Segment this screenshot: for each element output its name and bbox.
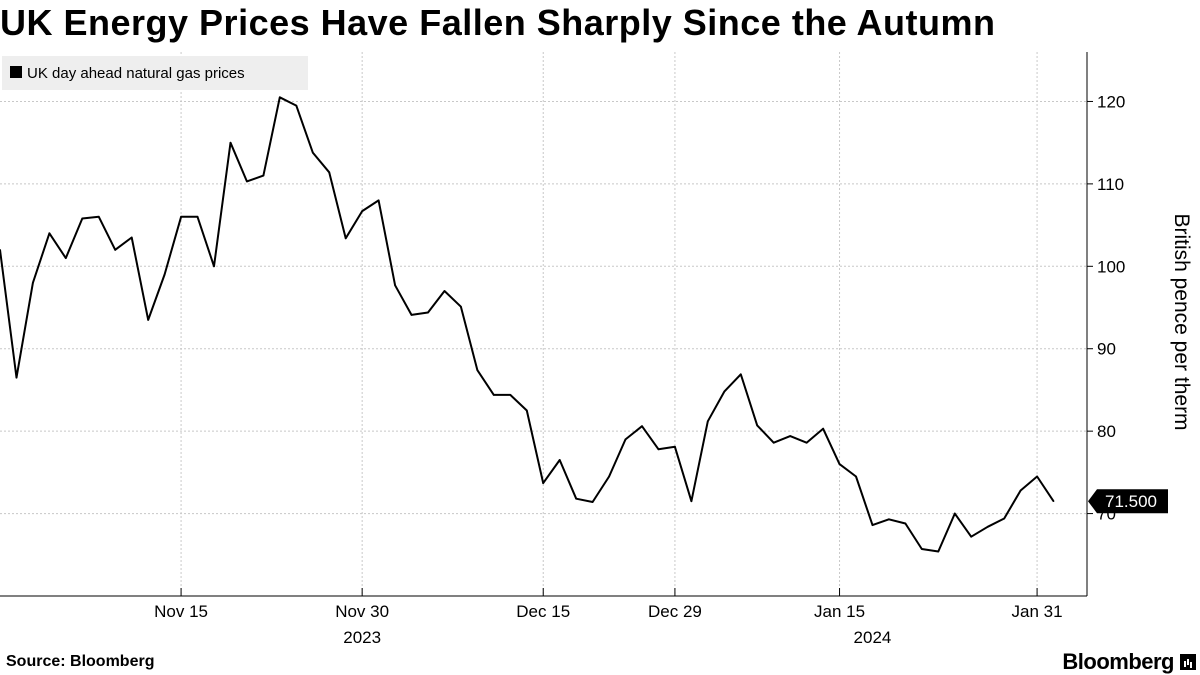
data-point xyxy=(904,522,907,525)
data-point xyxy=(476,369,479,371)
y-tick-label: 120 xyxy=(1097,92,1125,111)
data-point xyxy=(114,249,117,251)
data-point xyxy=(871,524,874,526)
data-point xyxy=(427,311,429,314)
data-point xyxy=(1052,500,1055,503)
bloomberg-logo: Bloomberg xyxy=(1062,649,1196,675)
data-point xyxy=(591,501,594,503)
last-value-badge xyxy=(1088,489,1168,514)
brand-name: Bloomberg xyxy=(1062,649,1174,674)
legend-swatch xyxy=(10,66,22,78)
data-point xyxy=(707,420,709,423)
data-point xyxy=(575,497,577,500)
data-point xyxy=(262,174,265,177)
data-point xyxy=(163,273,166,276)
y-tick-label: 110 xyxy=(1097,175,1124,194)
data-point xyxy=(394,284,396,287)
data-point xyxy=(32,281,34,284)
data-point xyxy=(361,210,363,212)
data-point xyxy=(460,305,462,308)
data-point xyxy=(953,512,956,515)
x-year-label: 2023 xyxy=(343,628,381,647)
series-line xyxy=(0,96,1055,553)
data-point xyxy=(1003,517,1005,520)
data-point xyxy=(0,249,1,251)
x-tick-label: Nov 30 xyxy=(335,602,389,621)
data-point xyxy=(888,518,890,521)
y-axis-label: British pence per therm xyxy=(1170,213,1193,430)
data-point xyxy=(377,199,380,202)
legend: UK day ahead natural gas prices xyxy=(2,56,308,90)
data-point xyxy=(855,475,857,478)
data-point xyxy=(674,446,676,448)
last-value-label: 71.500 xyxy=(1105,492,1157,511)
source-note: Source: Bloomberg xyxy=(6,653,155,670)
data-point xyxy=(65,257,67,259)
data-point xyxy=(130,236,133,239)
data-point xyxy=(921,548,923,550)
data-point xyxy=(229,141,232,144)
data-point xyxy=(295,104,298,107)
x-tick-label: Jan 15 xyxy=(814,602,865,621)
data-point xyxy=(542,482,545,484)
data-point xyxy=(48,232,51,235)
data-point xyxy=(1036,475,1038,478)
gridlines xyxy=(0,52,1087,596)
data-point xyxy=(937,550,940,553)
data-point xyxy=(180,216,182,218)
data-point xyxy=(822,427,824,430)
data-point xyxy=(789,435,791,437)
data-point xyxy=(15,376,18,379)
x-tick-label: Dec 15 xyxy=(516,602,570,621)
data-point xyxy=(97,216,100,218)
bloomberg-terminal-icon xyxy=(1180,654,1196,670)
data-point xyxy=(805,441,808,444)
data-point xyxy=(657,448,660,451)
axes xyxy=(0,52,1093,597)
chart-title: UK Energy Prices Have Fallen Sharply Sin… xyxy=(0,2,996,43)
data-point xyxy=(410,314,413,316)
data-point xyxy=(344,237,347,240)
y-tick-label: 80 xyxy=(1097,422,1116,441)
data-point xyxy=(493,394,495,396)
legend-label: UK day ahead natural gas prices xyxy=(27,65,245,82)
data-point xyxy=(246,180,248,183)
last-value-callout: 71.500 xyxy=(1088,489,1168,514)
data-point xyxy=(756,424,759,427)
x-tick-label: Dec 29 xyxy=(648,602,702,621)
series-layer xyxy=(0,96,1055,553)
data-point xyxy=(624,438,627,441)
data-point xyxy=(1019,489,1022,492)
data-point xyxy=(509,394,512,396)
data-point xyxy=(723,390,726,393)
x-tick-label: Nov 15 xyxy=(154,602,208,621)
data-point xyxy=(213,265,215,268)
data-point xyxy=(690,500,693,503)
data-point xyxy=(970,535,973,538)
data-point xyxy=(147,319,149,321)
data-point xyxy=(838,463,841,465)
y-tick-label: 100 xyxy=(1097,257,1125,276)
legend-background xyxy=(2,56,308,90)
data-point xyxy=(525,409,528,412)
data-point xyxy=(196,216,199,218)
data-point xyxy=(641,425,643,428)
x-year-label: 2024 xyxy=(854,628,892,647)
data-point xyxy=(328,171,331,174)
x-tick-label: Jan 31 xyxy=(1012,602,1063,621)
data-point xyxy=(279,96,281,99)
data-point xyxy=(81,217,84,220)
data-point xyxy=(739,373,742,376)
data-point xyxy=(986,525,989,528)
data-point xyxy=(443,290,446,292)
y-tick-label: 90 xyxy=(1097,340,1116,359)
data-point xyxy=(608,475,610,478)
data-point xyxy=(772,441,775,444)
data-point xyxy=(558,459,561,461)
data-point xyxy=(311,151,314,154)
